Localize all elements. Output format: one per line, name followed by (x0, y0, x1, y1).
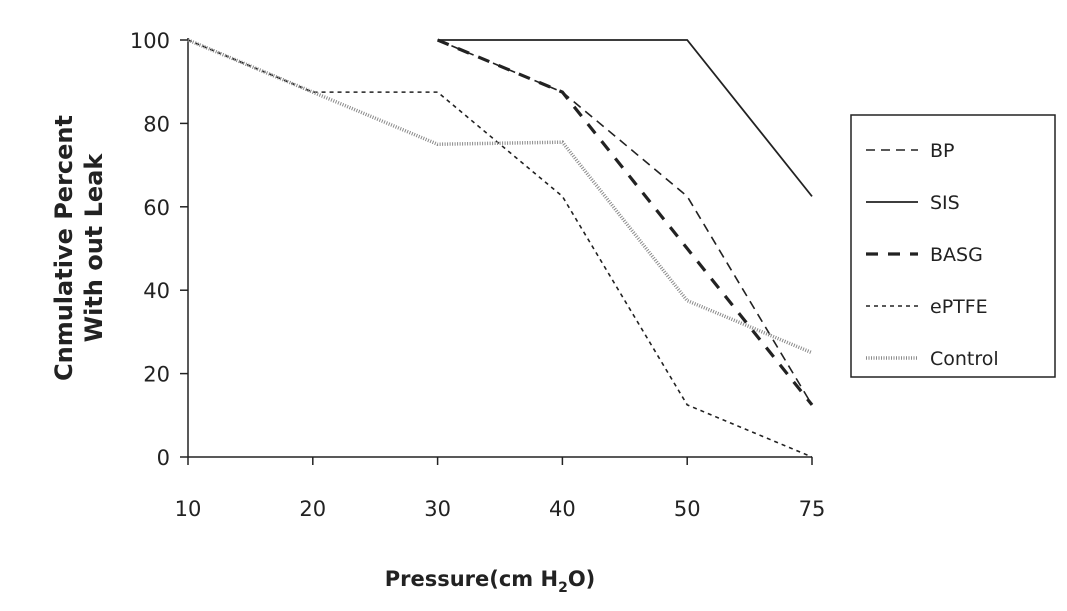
y-tick-label: 20 (143, 363, 170, 387)
y-tick-label: 0 (157, 446, 170, 470)
x-tick-label: 30 (424, 497, 451, 521)
legend-label-basg: BASG (930, 244, 983, 266)
x-axis-label-main: Pressure(cm H (385, 567, 558, 591)
y-tick-label: 40 (143, 279, 170, 303)
series-line-eptfe (187, 39, 813, 458)
series-line-control (187, 38, 813, 355)
y-tick-label: 80 (143, 112, 170, 136)
y-axis-label-line2: With out Leak (80, 153, 108, 343)
x-tick-label: 75 (799, 497, 826, 521)
y-tick-label: 100 (130, 29, 170, 53)
legend-label-bp: BP (930, 140, 955, 162)
x-tick-label: 10 (175, 497, 202, 521)
series-lines (187, 38, 814, 458)
series-line-bp (437, 39, 813, 406)
legend-box (850, 114, 1056, 378)
axes: 0 20 40 60 80 100 10 20 30 40 50 75 (130, 29, 825, 521)
x-tick-label: 50 (674, 497, 701, 521)
x-axis-label-subscript: 2 (558, 580, 568, 596)
legend-label-eptfe: ePTFE (930, 296, 988, 318)
y-axis-label-line1: Cnmulative Percent (50, 115, 78, 381)
x-axis-label-end: O) (568, 567, 595, 591)
legend: BP SIS BASG ePTFE Control (850, 114, 1056, 378)
x-tick-label: 20 (299, 497, 326, 521)
legend-label-sis: SIS (930, 192, 960, 214)
x-axis-label: Pressure(cm H2O) (385, 567, 596, 596)
y-tick-label: 60 (143, 196, 170, 220)
series-line-sis (437, 39, 813, 197)
legend-label-control: Control (930, 348, 999, 370)
x-tick-label: 40 (549, 497, 576, 521)
series-line-basg (436, 38, 814, 406)
